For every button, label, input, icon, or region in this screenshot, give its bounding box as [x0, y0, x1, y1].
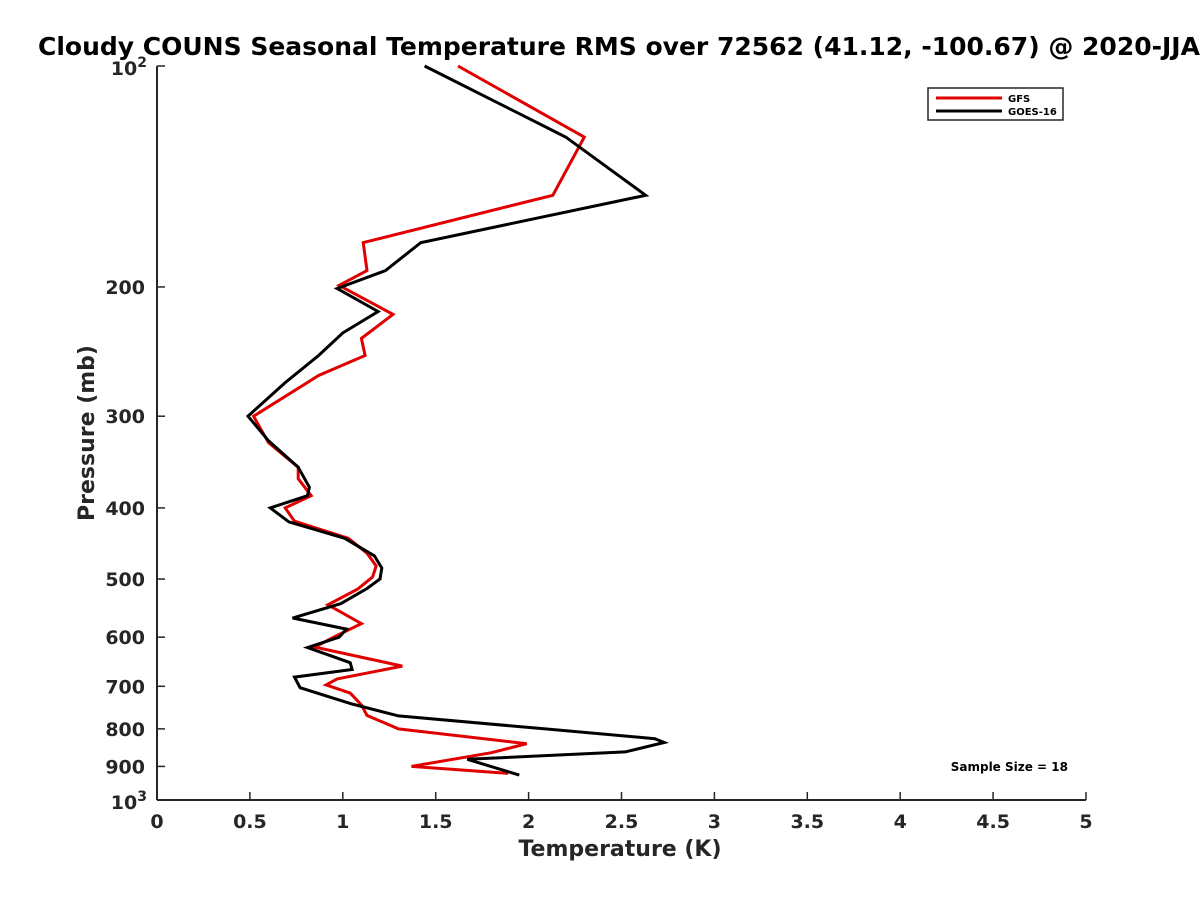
x-tick-label: 4	[894, 811, 907, 833]
x-tick-label: 1.5	[419, 811, 453, 833]
y-tick-label-power: 102	[111, 55, 147, 80]
y-tick-label: 500	[105, 569, 145, 591]
x-tick-label: 5	[1079, 811, 1092, 833]
x-axis-label: Temperature (K)	[518, 837, 721, 862]
legend-box	[927, 87, 1064, 121]
legend-label: GOES-16	[1008, 107, 1057, 118]
y-tick-label: 200	[105, 277, 145, 299]
y-tick-label-power: 103	[111, 789, 147, 814]
x-tick-label: 1	[336, 811, 349, 833]
sample-size-annotation: Sample Size = 18	[951, 760, 1068, 774]
x-tick-label: 4.5	[976, 811, 1010, 833]
x-tick-label: 3	[708, 811, 721, 833]
legend-label: GFS	[1008, 94, 1030, 105]
x-tick-label: 2	[522, 811, 535, 833]
series-line-goes-16	[245, 64, 670, 777]
y-tick-label: 400	[105, 498, 145, 520]
series-lines	[245, 64, 670, 777]
x-tick-label: 2.5	[605, 811, 639, 833]
y-axis-label: Pressure (mb)	[75, 345, 100, 521]
x-tick-label: 0.5	[233, 811, 267, 833]
y-tick-label: 800	[105, 719, 145, 741]
y-tick-label: 700	[105, 676, 145, 698]
x-tick-label: 3.5	[790, 811, 824, 833]
series-line-gfs	[251, 64, 587, 775]
legend: GFS GOES-16	[927, 87, 1064, 121]
y-tick-label: 300	[105, 406, 145, 428]
x-tick-label: 0	[150, 811, 163, 833]
y-tick-label: 600	[105, 627, 145, 649]
chart-title: Cloudy COUNS Seasonal Temperature RMS ov…	[38, 32, 1200, 61]
y-tick-label: 900	[105, 756, 145, 778]
x-axis-ticks: 0 0.5 1 1.5 2 2.5 3 3.5 4 4.5 5	[150, 792, 1093, 833]
y-axis-ticks: 200 300 400 500 600 700 800 900 102 103	[105, 55, 165, 814]
